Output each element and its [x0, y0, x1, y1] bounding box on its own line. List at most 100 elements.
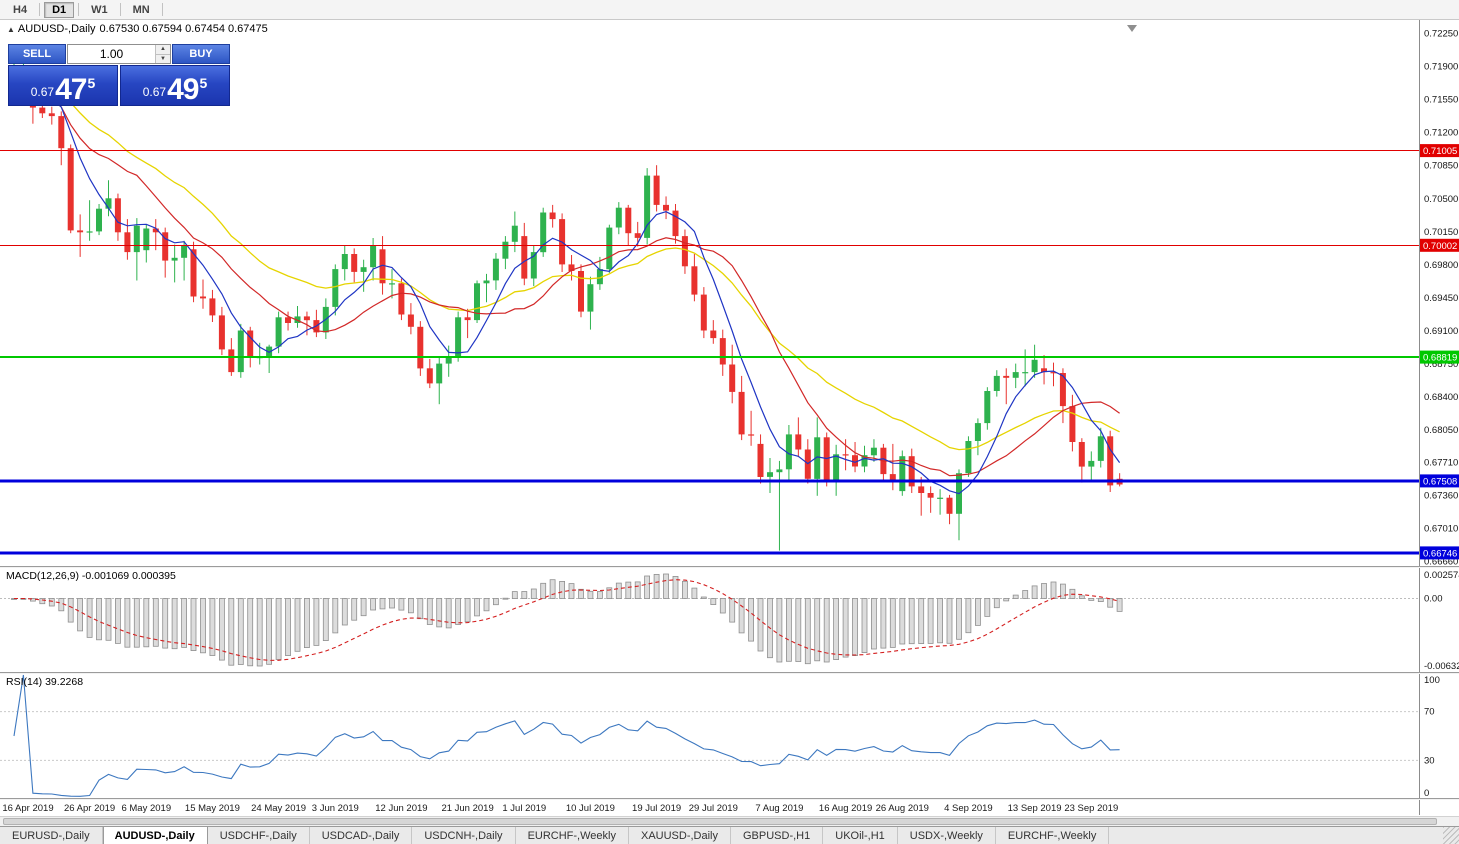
macd-histogram-bar	[502, 597, 509, 600]
macd-histogram-bar	[937, 598, 943, 644]
timeframe-button-d1[interactable]: D1	[44, 1, 75, 18]
candle-body	[927, 493, 934, 498]
date-axis-label: 19 Jul 2019	[632, 803, 681, 814]
candle-body	[67, 148, 74, 231]
volume-spinner[interactable]: 1.00 ▲ ▼	[67, 44, 171, 64]
macd-histogram-bar	[389, 598, 395, 609]
macd-axis-label: 0.002574	[1424, 570, 1459, 581]
candle-body	[842, 454, 849, 456]
chart-tab-audusd-daily[interactable]: AUDUSD-,Daily	[102, 827, 208, 844]
macd-histogram-bar	[351, 598, 358, 621]
candle-body	[719, 338, 726, 365]
macd-histogram-bar	[190, 598, 197, 651]
buy-button[interactable]: BUY	[172, 44, 230, 64]
timeframe-button-mn[interactable]: MN	[132, 3, 150, 16]
candle-body	[1022, 372, 1029, 374]
chart-tab-xauusd-daily[interactable]: XAUUSD-,Daily	[629, 827, 731, 844]
horizontal-scrollbar[interactable]	[0, 816, 1459, 826]
macd-histogram-bar	[1060, 583, 1066, 599]
macd-histogram-bar	[105, 598, 112, 641]
ask-price-box[interactable]: 0.67 49 5	[120, 65, 230, 106]
candle-body	[606, 227, 613, 270]
chart-tab-usdx-weekly[interactable]: USDX-,Weekly	[898, 827, 996, 844]
sell-button[interactable]: SELL	[8, 44, 66, 64]
macd-histogram-bar	[237, 598, 244, 665]
candle-body	[152, 228, 159, 233]
date-axis-label: 29 Jul 2019	[689, 803, 738, 814]
chart-tab-usdchf-daily[interactable]: USDCHF-,Daily	[208, 827, 310, 844]
scrollbar-thumb[interactable]	[3, 818, 1437, 825]
price-level-tag[interactable]	[1420, 144, 1459, 158]
date-axis-label: 4 Sep 2019	[944, 803, 993, 814]
macd-histogram-bar	[833, 598, 839, 660]
date-axis-label: 21 Jun 2019	[441, 803, 493, 814]
candle-body	[587, 284, 594, 312]
candle-body	[776, 469, 783, 473]
chart-ohlc-values: 0.67530 0.67594 0.67454 0.67475	[99, 23, 268, 35]
volume-stepper[interactable]: ▲ ▼	[155, 45, 170, 63]
chart-tab-ukoil-h1[interactable]: UKOil-,H1	[823, 827, 898, 844]
chart-tab-eurchf-weekly[interactable]: EURCHF-,Weekly	[516, 827, 629, 844]
candle-body	[899, 456, 906, 492]
chart-shift-marker-icon[interactable]	[1127, 25, 1137, 32]
macd-histogram-bar	[133, 598, 140, 648]
macd-histogram-bar	[285, 598, 291, 656]
macd-histogram-bar	[1107, 598, 1114, 608]
candle-body	[767, 472, 773, 477]
macd-histogram-bar	[559, 581, 565, 599]
candle-body	[436, 363, 443, 384]
macd-histogram-bar	[58, 598, 65, 612]
macd-histogram-bar	[975, 598, 981, 626]
macd-histogram-bar	[1050, 581, 1057, 600]
candle-body	[511, 225, 518, 242]
price-axis-label: 0.67360	[1424, 490, 1458, 501]
macd-histogram-bar	[256, 598, 263, 667]
macd-histogram-bar	[634, 581, 641, 600]
price-level-tag[interactable]	[1420, 238, 1459, 252]
chart-tab-usdcnh-daily[interactable]: USDCNH-,Daily	[412, 827, 516, 844]
macd-histogram-bar	[984, 598, 991, 617]
bid-price-box[interactable]: 0.67 47 5	[8, 65, 118, 106]
chart-tab-eurusd-daily[interactable]: EURUSD-,Daily	[0, 827, 103, 844]
price-level-tag[interactable]	[1420, 350, 1459, 364]
toolbar-separator	[161, 3, 163, 16]
macd-histogram-bar	[171, 598, 178, 650]
macd-histogram-bar	[1031, 585, 1038, 600]
price-level-tag[interactable]	[1420, 474, 1459, 488]
candle-body	[275, 317, 282, 347]
collapse-triangle-icon[interactable]: ▲	[7, 25, 15, 34]
macd-histogram-bar	[880, 598, 887, 649]
volume-value[interactable]: 1.00	[99, 47, 124, 61]
candle-body	[748, 434, 755, 436]
candle-body	[474, 283, 480, 321]
macd-histogram-bar	[861, 598, 868, 653]
candle-body	[870, 447, 877, 456]
macd-histogram-bar	[370, 598, 377, 611]
price-level-tag-label: 0.70002	[1423, 241, 1457, 252]
chart-canvas[interactable]: 0.72250 0.71900 0.71550 0.71200 0.70850 0.705…	[0, 20, 1459, 816]
macd-histogram-bar	[852, 598, 858, 656]
chart-tab-usdcad-daily[interactable]: USDCAD-,Daily	[310, 827, 413, 844]
candle-body	[218, 315, 225, 350]
chart-tab-eurchf-weekly[interactable]: EURCHF-,Weekly	[996, 827, 1110, 844]
macd-histogram-bar	[1116, 598, 1123, 612]
macd-axis-label: -0.006324	[1424, 661, 1459, 672]
resize-grip[interactable]	[1443, 827, 1459, 844]
macd-histogram-bar	[804, 598, 811, 665]
macd-histogram-bar	[96, 598, 102, 641]
volume-down-icon[interactable]: ▼	[156, 53, 170, 63]
volume-up-icon[interactable]: ▲	[156, 45, 170, 54]
candle-body	[908, 456, 915, 487]
rsi-line	[13, 674, 1120, 797]
candle-body	[133, 225, 140, 253]
chart-tab-gbpusd-h1[interactable]: GBPUSD-,H1	[731, 827, 824, 844]
price-level-tag[interactable]	[1420, 546, 1459, 560]
macd-histogram-bar	[483, 598, 490, 612]
timeframe-button-w1[interactable]: W1	[91, 3, 108, 16]
toolbar-separator	[39, 3, 41, 16]
macd-histogram-bar	[946, 598, 953, 644]
macd-histogram-bar	[719, 598, 726, 614]
candle-body	[417, 326, 424, 369]
timeframe-button-h4[interactable]: H4	[13, 3, 28, 16]
ask-price-prefix: 0.67	[142, 85, 167, 99]
